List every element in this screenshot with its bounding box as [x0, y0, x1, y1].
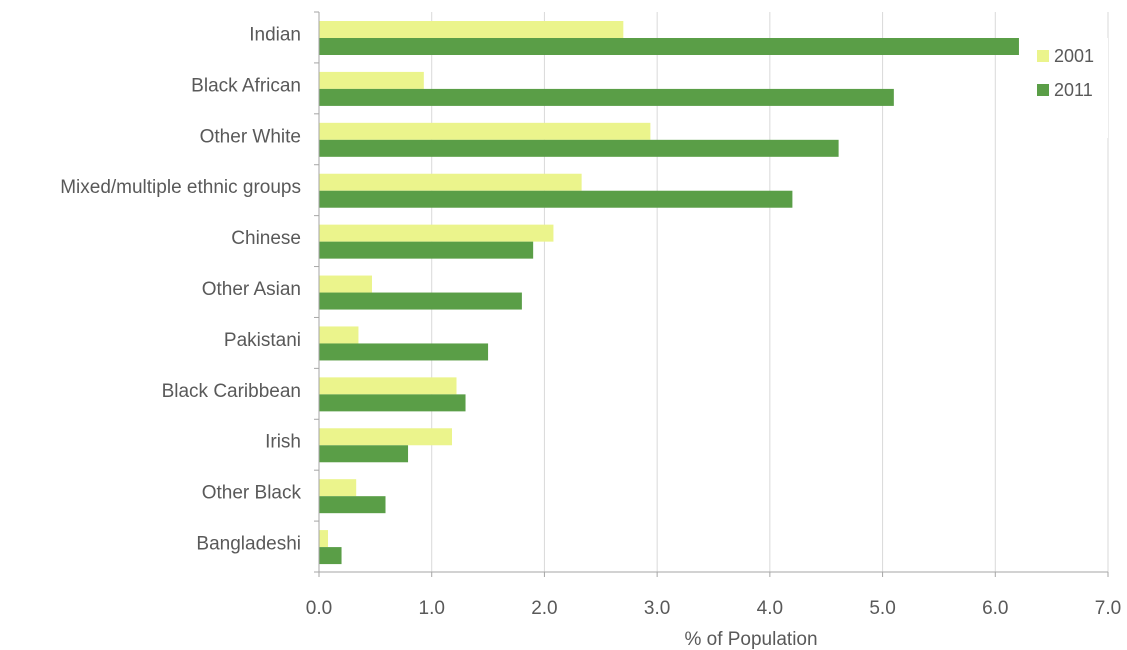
bar-2001-bangladeshi — [319, 530, 329, 548]
category-label-pakistani: Pakistani — [224, 330, 301, 351]
bar-2011-other-asian — [319, 292, 522, 310]
x-tick-label-4.0: 4.0 — [757, 598, 783, 619]
bar-2001-pakistani — [319, 326, 359, 344]
category-label-bangladeshi: Bangladeshi — [196, 534, 301, 555]
bar-2011-chinese — [319, 241, 534, 259]
bar-2001-other-asian — [319, 275, 372, 293]
category-labels: Indian Black African Other White Mixed/mult… — [60, 24, 301, 554]
x-tick-label-0.0: 0.0 — [306, 598, 332, 619]
category-label-black-caribbean: Black Caribbean — [162, 381, 301, 402]
x-tick-label-2.0: 2.0 — [531, 598, 557, 619]
category-label-irish: Irish — [265, 432, 301, 453]
x-tick-label-7.0: 7.0 — [1095, 598, 1121, 619]
category-label-other-white: Other White — [200, 126, 301, 147]
legend-label-2001: 2001 — [1054, 46, 1094, 66]
bar-2001-irish — [319, 428, 453, 446]
category-label-indian: Indian — [249, 24, 301, 45]
legend-swatch-2011 — [1037, 84, 1049, 96]
x-tick-label-3.0: 3.0 — [644, 598, 670, 619]
legend-swatch-2001 — [1037, 50, 1049, 62]
x-tick-label-5.0: 5.0 — [869, 598, 895, 619]
bars — [319, 21, 1019, 565]
bar-2011-irish — [319, 445, 409, 463]
bar-2001-black-caribbean — [319, 377, 457, 395]
legend: 2001 2011 — [1028, 38, 1108, 138]
category-label-black-african: Black African — [191, 75, 301, 96]
x-tick-label-6.0: 6.0 — [982, 598, 1008, 619]
bar-2011-bangladeshi — [319, 547, 342, 565]
legend-label-2011: 2011 — [1054, 80, 1093, 100]
category-label-chinese: Chinese — [231, 228, 301, 249]
bar-2001-other-black — [319, 479, 357, 497]
bar-2011-mixed-multiple-ethnic-groups — [319, 190, 793, 208]
category-label-mixed-multiple-ethnic-groups: Mixed/multiple ethnic groups — [60, 177, 301, 198]
x-tick-label-1.0: 1.0 — [419, 598, 445, 619]
bar-2001-indian — [319, 21, 624, 38]
bar-2011-indian — [319, 38, 1019, 55]
x-axis-title: % of Population — [684, 629, 817, 650]
bar-2001-mixed-multiple-ethnic-groups — [319, 173, 582, 191]
category-label-other-black: Other Black — [202, 483, 302, 504]
bar-2011-black-caribbean — [319, 394, 466, 412]
bar-2001-black-african — [319, 71, 424, 89]
axes — [314, 11, 1109, 577]
x-tick-labels: 0.0 1.0 2.0 3.0 4.0 5.0 6.0 7.0 — [306, 598, 1121, 619]
bar-2001-other-white — [319, 122, 651, 140]
category-label-other-asian: Other Asian — [202, 279, 301, 300]
bar-2011-other-white — [319, 139, 839, 157]
bar-2001-chinese — [319, 224, 554, 242]
bar-2011-other-black — [319, 496, 386, 514]
bar-2011-black-african — [319, 88, 894, 106]
bar-2011-pakistani — [319, 343, 489, 361]
